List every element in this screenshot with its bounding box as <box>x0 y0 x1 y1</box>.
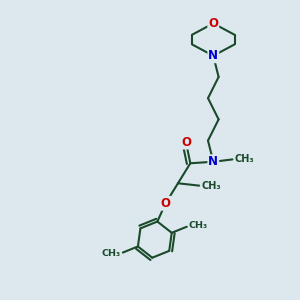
Text: N: N <box>208 155 218 168</box>
Text: O: O <box>208 17 218 30</box>
Text: O: O <box>160 197 171 210</box>
Text: CH₃: CH₃ <box>201 181 221 190</box>
Text: CH₃: CH₃ <box>235 154 254 164</box>
Text: CH₃: CH₃ <box>189 221 208 230</box>
Text: N: N <box>208 49 218 62</box>
Text: CH₃: CH₃ <box>102 249 121 258</box>
Text: O: O <box>181 136 191 148</box>
